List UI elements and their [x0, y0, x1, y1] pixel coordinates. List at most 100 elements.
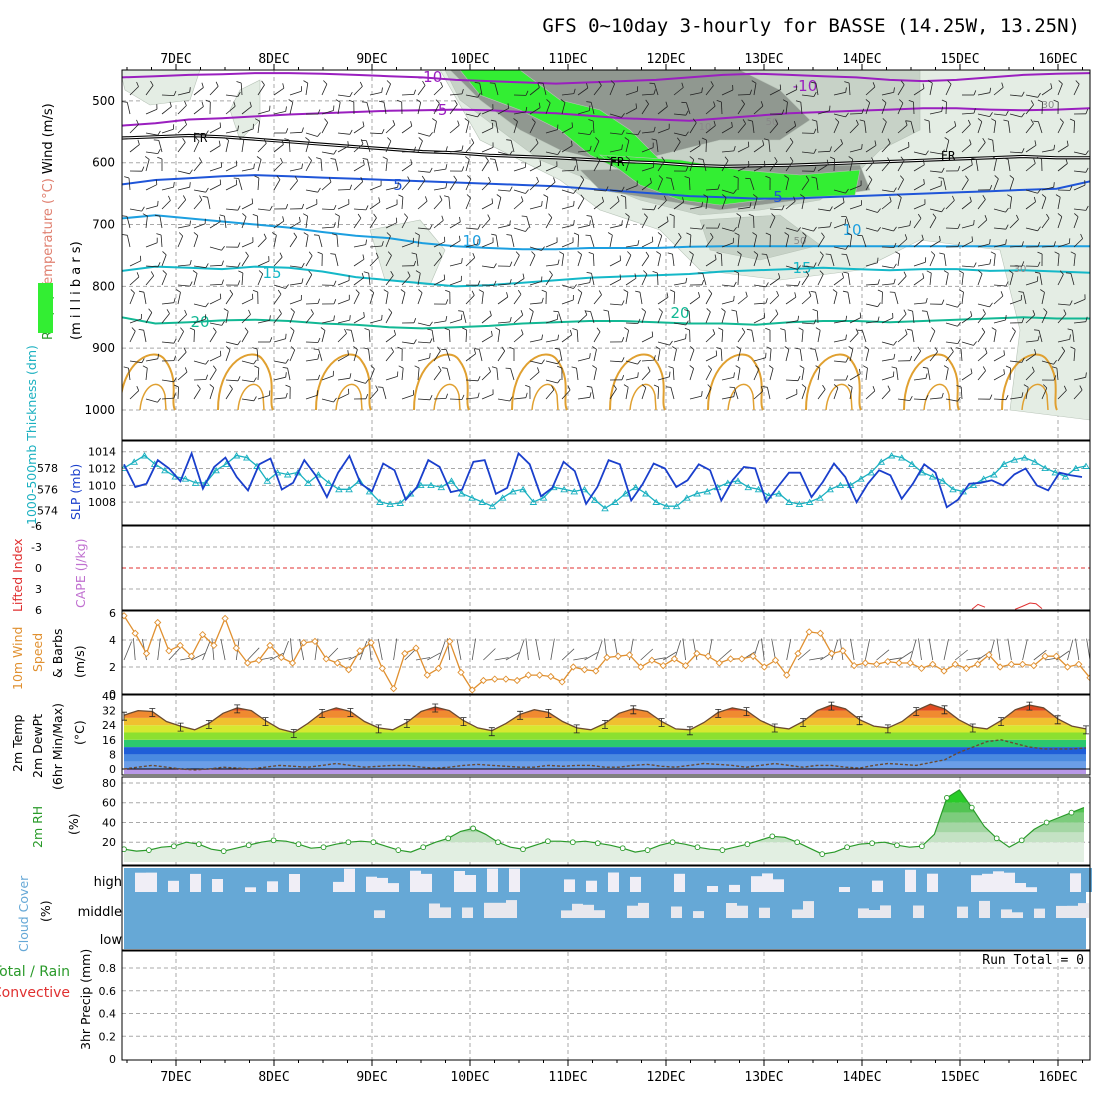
temp-ylabel-units: (°C) — [72, 720, 87, 745]
wind-barb-feather — [580, 194, 585, 199]
wind-barb — [145, 108, 158, 115]
wind-barb — [1073, 321, 1086, 324]
wind-barb-feather — [589, 353, 591, 359]
wind-barb-feather — [248, 309, 251, 315]
lifted-index-panel — [122, 567, 1090, 610]
wind-barb-feather — [348, 99, 354, 103]
thickness-point — [161, 466, 169, 474]
wind-barb — [849, 185, 862, 191]
wind-barb — [481, 371, 491, 381]
wind-barb-feather — [741, 327, 746, 333]
wind-barb — [385, 83, 391, 96]
wind-barb — [513, 278, 525, 286]
wind-barb — [433, 103, 440, 115]
y-tick-label-precip: 0 — [109, 1053, 116, 1066]
wind-barb — [689, 395, 702, 400]
wind-barb — [353, 258, 365, 267]
wind-barb-feather — [195, 137, 200, 142]
wind-10m-barb — [996, 638, 1001, 661]
wind-barb-feather — [925, 373, 928, 379]
wind-barb-feather — [415, 270, 421, 274]
isotherm-label: 20 — [190, 313, 209, 331]
wind-barb-feather — [624, 137, 630, 141]
wind-barb-feather — [439, 252, 443, 257]
wind-barb-feather — [557, 334, 559, 340]
wind-10m-point — [198, 630, 207, 639]
wind-barb — [273, 162, 283, 172]
wind-barb — [609, 132, 622, 135]
wind-barb — [593, 331, 601, 343]
wind-barb-feather — [664, 195, 667, 201]
wind-barb-feather — [717, 223, 721, 229]
wind-barb — [321, 151, 334, 155]
wind-barb — [449, 280, 462, 286]
wind-barb-feather — [308, 251, 313, 256]
rh-band — [124, 789, 1084, 803]
wind-barb-feather — [620, 195, 626, 198]
wind-barb — [833, 277, 844, 286]
wind-barb-feather — [313, 234, 319, 236]
x-tick-label-bottom: 15DEC — [940, 1070, 979, 1085]
wind-barb-feather — [303, 232, 309, 236]
wind-barb-feather — [223, 308, 229, 312]
wind-barb — [209, 246, 222, 251]
wind-barb-feather — [130, 289, 135, 294]
rh-2m-point — [545, 838, 551, 845]
wind-barb-feather — [397, 182, 399, 188]
wind-barb-feather — [395, 217, 398, 223]
wind-barb — [849, 349, 854, 362]
wind-barb — [417, 85, 426, 96]
wind-barb-feather — [716, 100, 722, 103]
wind-barb-feather — [634, 273, 637, 279]
wind-barb — [657, 296, 669, 305]
wind-barb-feather — [363, 271, 369, 274]
wind-barb-feather — [927, 80, 933, 84]
wind-barb-feather — [668, 366, 674, 369]
wind-barb-feather — [462, 327, 467, 331]
wind-barb — [993, 227, 1006, 230]
wind-barb-feather — [610, 80, 615, 85]
wind-barb-feather — [577, 289, 583, 293]
wind-barb — [785, 265, 798, 270]
wind-barb — [497, 398, 510, 402]
slp-line — [123, 450, 1083, 509]
wind-barb — [641, 387, 647, 400]
wind-barb — [737, 254, 742, 267]
wind-barb-feather — [413, 339, 417, 345]
wind-barb-feather — [621, 337, 625, 343]
wind-barb-feather — [1005, 110, 1009, 116]
wind-barb-feather — [970, 368, 973, 374]
wind-barb-feather — [776, 290, 779, 296]
wind-barb-feather — [692, 118, 697, 124]
wind-barb-feather — [509, 396, 513, 402]
wind-barb — [961, 240, 973, 248]
temp-minmax-marker — [884, 724, 891, 734]
wind-barb — [817, 226, 830, 229]
wind-barb-feather — [666, 292, 669, 298]
wind-10m-barb — [123, 641, 132, 661]
wind-barb-feather — [521, 329, 524, 335]
wind-barb-feather — [812, 309, 818, 312]
wind-barb — [545, 389, 555, 400]
wind-barb-feather — [703, 194, 709, 198]
wind-barb-feather — [254, 175, 260, 179]
cloud-high-bar — [245, 868, 256, 888]
wind-barb — [417, 170, 430, 173]
cloud-high-bar — [498, 868, 509, 892]
wind-barb-feather — [189, 259, 192, 266]
wind-barb-feather — [1033, 158, 1036, 164]
thickness-point — [427, 481, 435, 489]
wind-barb-feather — [586, 83, 589, 89]
wind-barb — [689, 349, 695, 362]
wind-barb-feather — [584, 310, 588, 315]
wind-barb — [672, 254, 675, 267]
wind-barb-feather — [317, 337, 321, 343]
wind-barb-feather — [959, 289, 964, 293]
wind-10m-barb — [850, 638, 855, 661]
wind-barb — [497, 151, 510, 156]
wind-barb-feather — [669, 213, 675, 217]
thickness-point — [1031, 458, 1039, 465]
wind-barb — [609, 279, 621, 286]
wind-barb-feather — [819, 251, 824, 256]
wind-10m-point — [389, 684, 398, 693]
